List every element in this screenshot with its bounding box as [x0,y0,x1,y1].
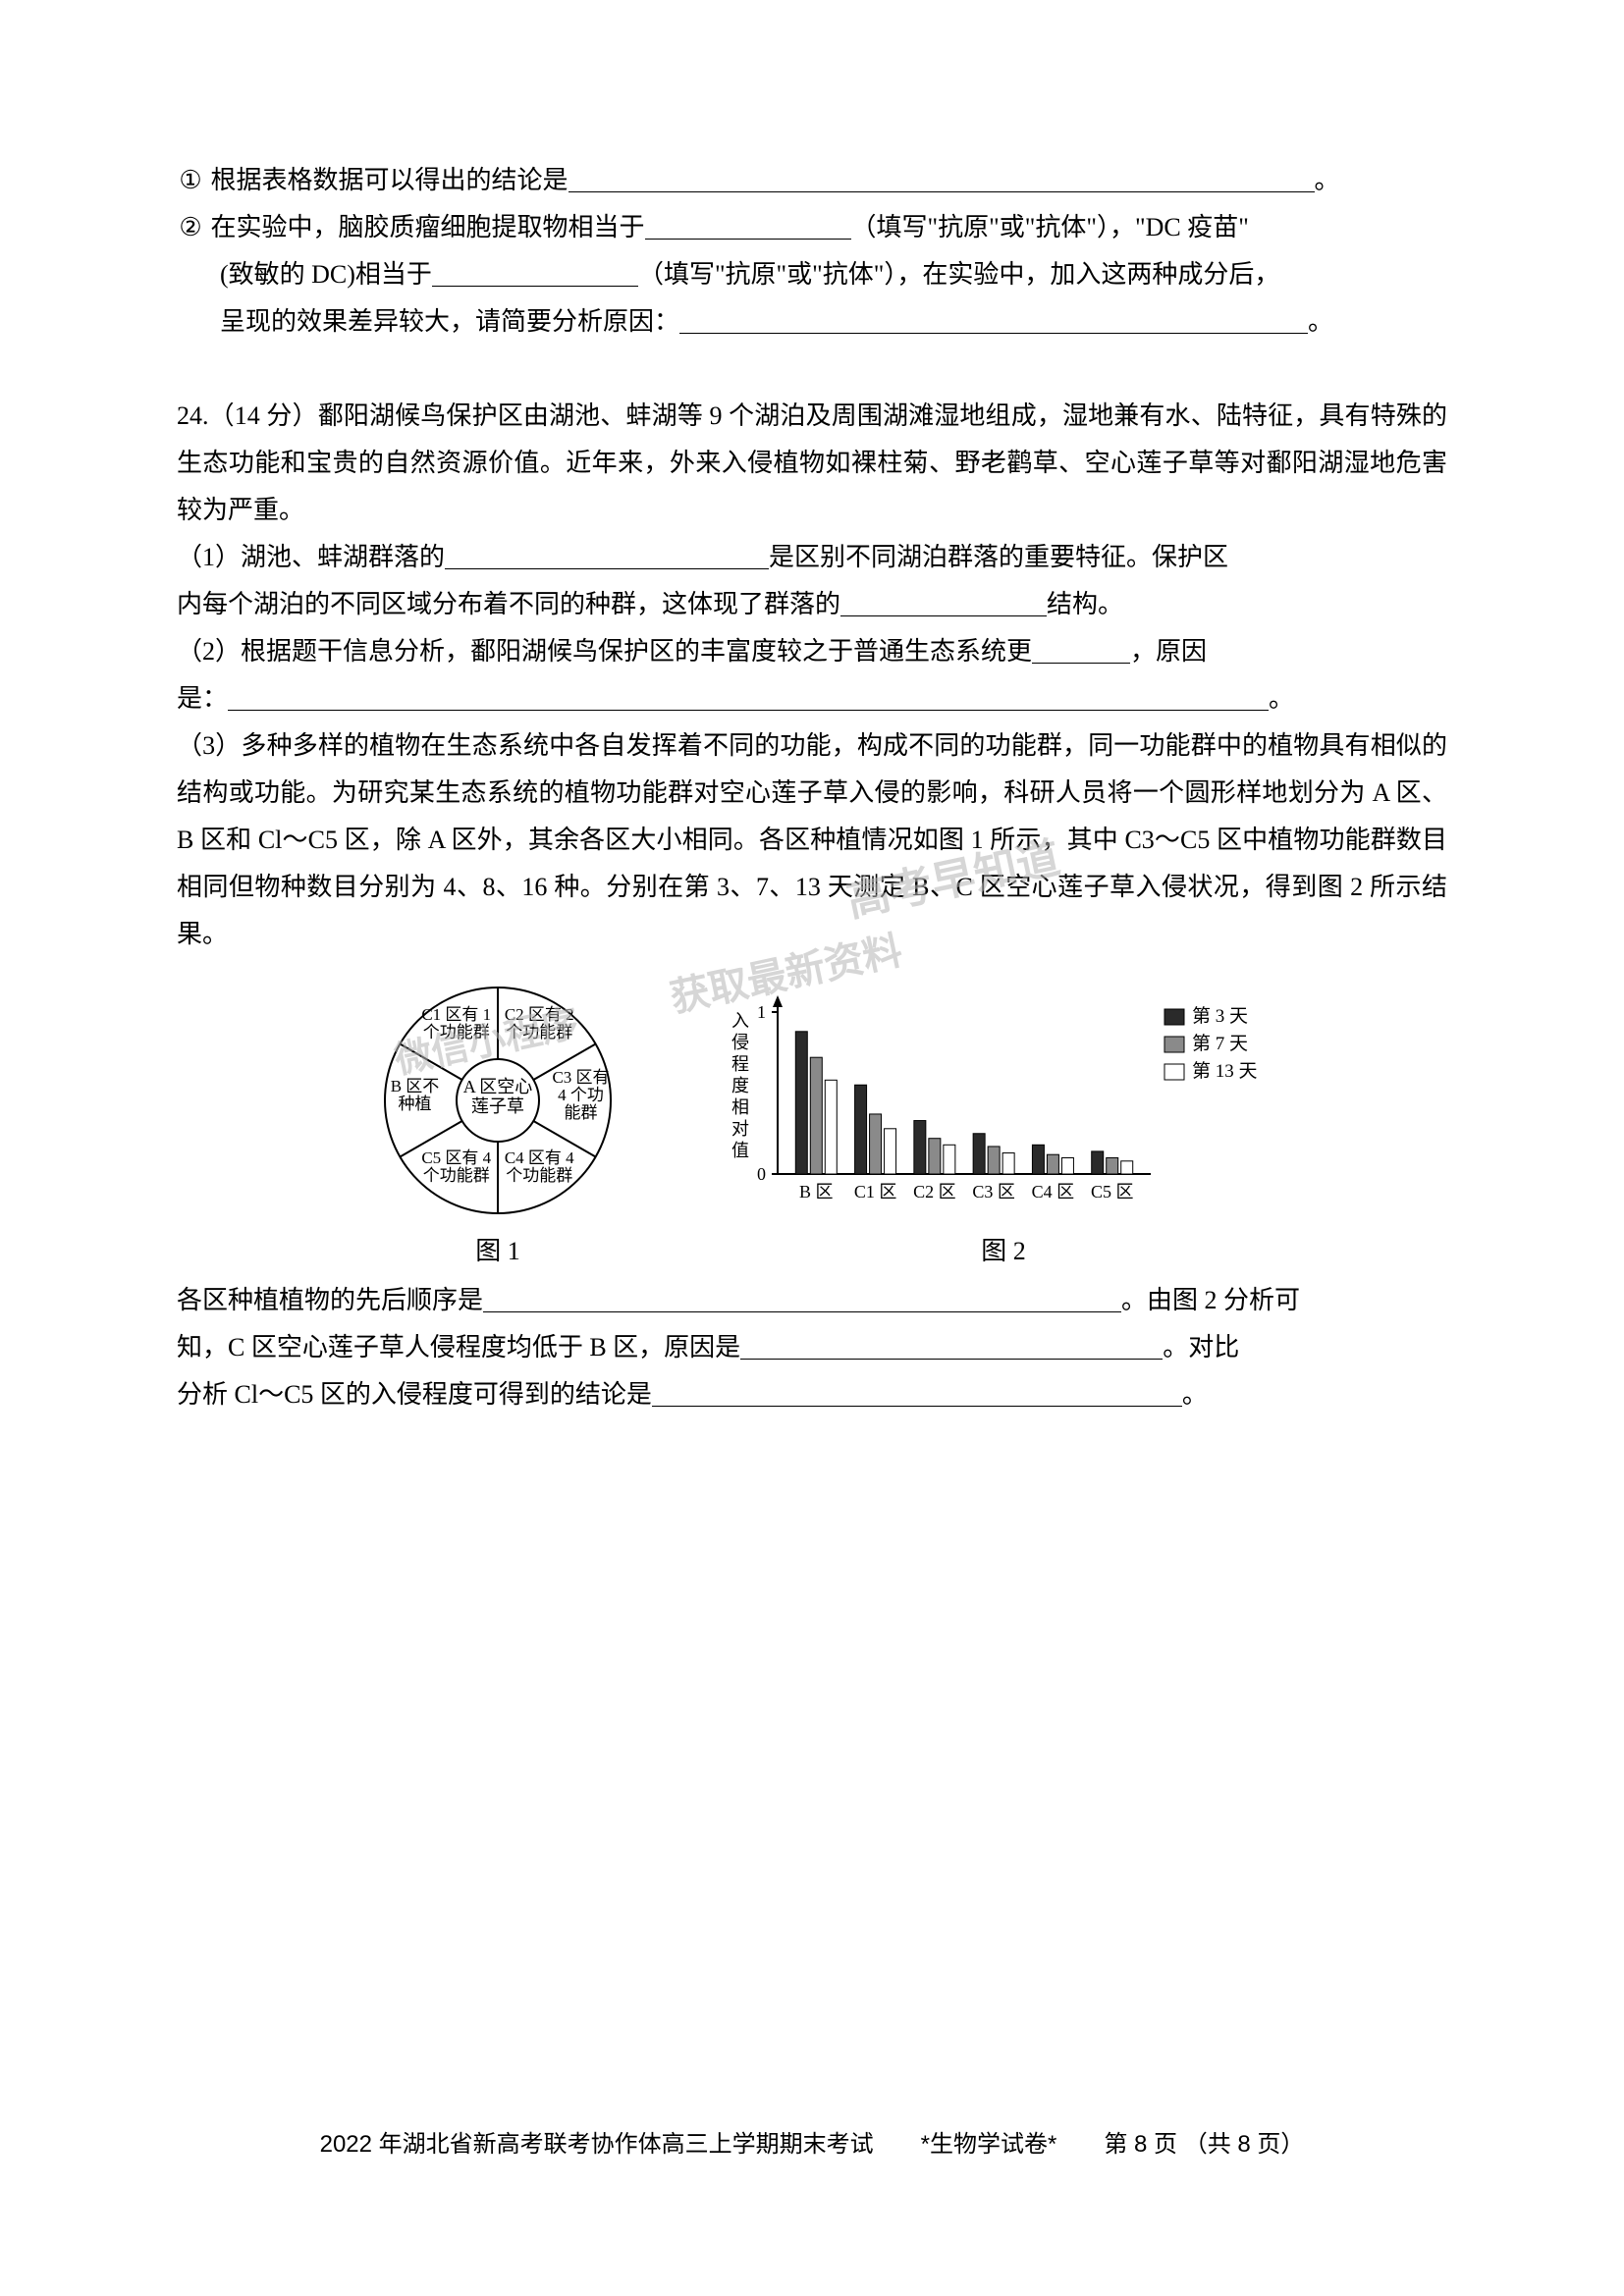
figures-row: A 区空心莲子草C1 区有 1个功能群C2 区有 2个功能群C3 区有4 个功能… [177,978,1447,1267]
blank [432,261,638,287]
svg-text:对: 对 [731,1119,749,1139]
q23-2b: （填写"抗原"或"抗体"），"DC 疫苗" [851,213,1249,241]
figure2-wrap: 0 1入侵程度相对值 B 区 C1 区 C2 区 C3 区 C4 区 C5 区 第 3 天第 7… [719,978,1288,1267]
q24-p1-line1: （1）湖池、蚌湖群落的 是区别不同湖泊群落的重要特征。保护区 [177,534,1447,581]
period: 。 [1315,166,1340,194]
figure1-svg: A 区空心莲子草C1 区有 1个功能群C2 区有 2个功能群C3 区有4 个功能… [336,978,660,1223]
svg-text:C5 区有 4: C5 区有 4 [421,1148,491,1167]
svg-text:B 区: B 区 [799,1182,834,1201]
q23-num2: ② [177,204,204,251]
svg-text:能群: 能群 [565,1103,598,1122]
svg-text:C2 区: C2 区 [913,1182,956,1201]
q24-p1c: 内每个湖泊的不同区域分布着不同的种群，这体现了群落的 [177,590,840,618]
blank [483,1287,1121,1312]
svg-text:侵: 侵 [731,1033,749,1052]
q24-p2c: 是： [177,684,228,713]
q24-p1d: 结构。 [1047,590,1123,618]
svg-text:个功能群: 个功能群 [423,1023,490,1041]
svg-text:度: 度 [731,1076,749,1095]
svg-text:C1 区有 1: C1 区有 1 [421,1005,491,1024]
svg-text:个功能群: 个功能群 [506,1166,572,1185]
svg-text:C4 区: C4 区 [1032,1182,1075,1201]
svg-text:种植: 种植 [399,1095,432,1113]
svg-text:程: 程 [731,1054,749,1074]
period: 。 [1269,684,1294,713]
svg-text:个功能群: 个功能群 [423,1166,490,1185]
svg-text:入: 入 [731,1011,749,1031]
svg-text:0: 0 [757,1164,766,1184]
svg-text:莲子草: 莲子草 [471,1096,524,1116]
figure1-wrap: A 区空心莲子草C1 区有 1个功能群C2 区有 2个功能群C3 区有4 个功能… [336,978,660,1267]
q24-p4b: 。由图 2 分析可 [1121,1286,1300,1314]
blank [228,685,1269,711]
q24-p2b: ，原因 [1130,637,1207,666]
blank [840,591,1047,616]
blank [568,167,1315,192]
svg-text:第 7 天: 第 7 天 [1192,1033,1248,1054]
q24-p4c: 知，C 区空心莲子草人侵程度均低于 B 区，原因是 [177,1333,740,1362]
q24-p1b: 是区别不同湖泊群落的重要特征。保护区 [769,543,1228,571]
svg-text:4 个功: 4 个功 [558,1086,604,1104]
figure2-svg: 0 1入侵程度相对值 B 区 C1 区 C2 区 C3 区 C4 区 C5 区 第 3 天第 7… [719,978,1288,1223]
q23-1-text: 根据表格数据可以得出的结论是 [211,166,568,194]
page-footer: 2022 年湖北省新高考联考协作体高三上学期期末考试 *生物学试卷* 第 8 页… [0,2124,1624,2159]
svg-text:C5 区: C5 区 [1091,1182,1134,1201]
figure1-caption: 图 1 [475,1231,520,1267]
q24-p3: （3）多种多样的植物在生态系统中各自发挥着不同的功能，构成不同的功能群，同一功能… [177,722,1447,958]
svg-text:C3 区有: C3 区有 [552,1068,609,1087]
blank [740,1334,1163,1360]
svg-text:1: 1 [757,1002,766,1022]
q23-2a: 在实验中，脑胶质瘤细胞提取物相当于 [211,213,645,241]
q23-item2-line1: ② 在实验中，脑胶质瘤细胞提取物相当于 （填写"抗原"或"抗体"），"DC 疫苗" [177,204,1447,251]
svg-text:值: 值 [731,1141,749,1160]
q24-p1a: （1）湖池、蚌湖群落的 [177,543,445,571]
svg-text:相: 相 [731,1097,749,1117]
q23-2c: (致敏的 DC)相当于 [220,260,432,289]
blank [645,214,851,240]
svg-text:C1 区: C1 区 [854,1182,897,1201]
q23-item1: ① 根据表格数据可以得出的结论是 。 [177,157,1447,204]
q23-item2-line3: 呈现的效果差异较大，请简要分析原因： 。 [177,298,1447,346]
figure2-caption: 图 2 [981,1231,1026,1267]
q24-p1-line2: 内每个湖泊的不同区域分布着不同的种群，这体现了群落的 结构。 [177,581,1447,628]
q24-p2-line2: 是： 。 [177,675,1447,722]
svg-text:C3 区: C3 区 [972,1182,1015,1201]
period: 。 [1182,1380,1208,1409]
period: 。 [1308,307,1333,336]
q24-p4e: 分析 Cl～C5 区的入侵程度可得到的结论是 [177,1380,652,1409]
q24-p2-line1: （2）根据题干信息分析，鄱阳湖候鸟保护区的丰富度较之于普通生态系统更 ，原因 [177,628,1447,675]
q24-p2a: （2）根据题干信息分析，鄱阳湖候鸟保护区的丰富度较之于普通生态系统更 [177,637,1032,666]
svg-text:个功能群: 个功能群 [506,1023,572,1041]
q23-item2-line2: (致敏的 DC)相当于 （填写"抗原"或"抗体"），在实验中，加入这两种成分后， [177,251,1447,298]
svg-text:C2 区有 2: C2 区有 2 [505,1005,574,1024]
blank [679,308,1308,334]
q24-p4-line1: 各区种植植物的先后顺序是 。由图 2 分析可 [177,1277,1447,1324]
q23-2e: 呈现的效果差异较大，请简要分析原因： [220,307,679,336]
blank [652,1381,1182,1407]
q24-p4a: 各区种植植物的先后顺序是 [177,1286,483,1314]
blank [1032,638,1130,664]
svg-text:B 区不: B 区不 [391,1077,440,1095]
q23-num1: ① [177,157,204,204]
q24-header: 24.（14 分）鄱阳湖候鸟保护区由湖池、蚌湖等 9 个湖泊及周围湖滩湿地组成，… [177,393,1447,534]
q23-2d: （填写"抗原"或"抗体"），在实验中，加入这两种成分后， [638,260,1279,289]
svg-text:第 3 天: 第 3 天 [1192,1005,1248,1027]
q24-p4-line3: 分析 Cl～C5 区的入侵程度可得到的结论是 。 [177,1371,1447,1418]
q24-p4-line2: 知，C 区空心莲子草人侵程度均低于 B 区，原因是 。对比 [177,1324,1447,1371]
svg-text:A 区空心: A 区空心 [463,1077,533,1096]
svg-text:C4 区有 4: C4 区有 4 [505,1148,574,1167]
blank [445,544,769,569]
svg-text:第 13 天: 第 13 天 [1192,1060,1258,1082]
q24-p4d: 。对比 [1163,1333,1239,1362]
